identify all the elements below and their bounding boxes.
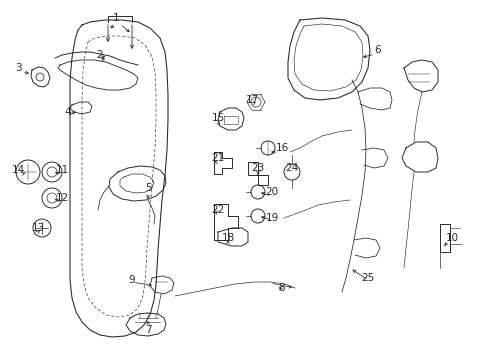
Text: 13: 13 [31,223,44,233]
Text: 1: 1 [112,13,119,23]
Text: 15: 15 [211,113,224,123]
Text: 7: 7 [144,325,151,335]
Text: 21: 21 [211,153,224,163]
Text: 17: 17 [245,95,258,105]
Text: 18: 18 [221,233,234,243]
Text: 12: 12 [55,193,68,203]
Text: 2: 2 [97,50,103,60]
Text: 3: 3 [15,63,21,73]
Text: 4: 4 [64,107,71,117]
Text: 23: 23 [251,163,264,173]
Text: 5: 5 [144,183,151,193]
Text: 14: 14 [11,165,24,175]
Text: 11: 11 [55,165,68,175]
Text: 16: 16 [275,143,288,153]
Text: 20: 20 [265,187,278,197]
Text: 22: 22 [211,205,224,215]
Text: 19: 19 [265,213,278,223]
Text: 25: 25 [361,273,374,283]
Text: 8: 8 [278,283,285,293]
Text: 24: 24 [285,163,298,173]
Text: 6: 6 [374,45,381,55]
Text: 9: 9 [128,275,135,285]
Text: 10: 10 [445,233,458,243]
